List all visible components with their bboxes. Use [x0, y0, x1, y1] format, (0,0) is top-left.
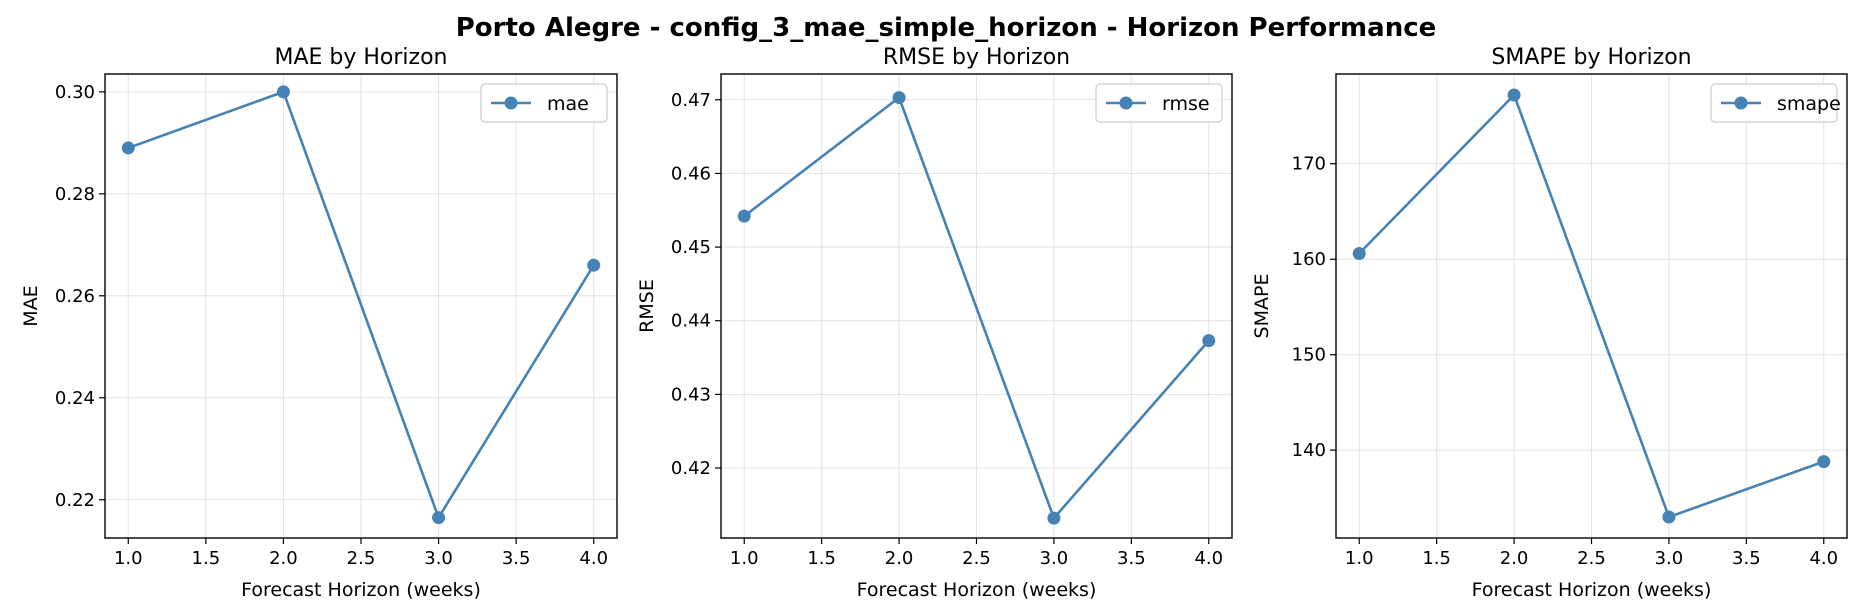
legend-box: [1095, 83, 1223, 123]
y-axis-label: SMAPE: [1251, 274, 1273, 339]
y-axis-label: RMSE: [636, 279, 658, 333]
x-tick-label: 3.0: [1655, 548, 1684, 569]
y-tick-label: 0.46: [671, 163, 711, 184]
x-tick-label: 2.5: [962, 548, 991, 569]
panel-title: SMAPE by Horizon: [1491, 45, 1691, 70]
axes-frame: [720, 73, 1233, 539]
y-tick-label: 0.22: [55, 490, 95, 511]
series-line-smape: [1358, 93, 1825, 519]
y-tick-label: 0.43: [671, 384, 711, 405]
figure-title: Porto Alegre - config_3_mae_simple_horiz…: [456, 13, 1437, 43]
x-tick-label: 4.0: [1194, 548, 1223, 569]
axes-frame: [104, 73, 618, 539]
x-tick-label: 2.0: [1500, 548, 1529, 569]
x-tick-label: 3.0: [424, 548, 453, 569]
data-point: [121, 141, 135, 155]
data-point: [737, 209, 751, 223]
panels: 1.0 1.5 2.0 2.5 3.0 3.5 4.0 0.22 0.24 0.26 0.28 0.3…: [20, 45, 1848, 601]
legend-label: smape: [1777, 93, 1841, 115]
legend-marker: [504, 96, 518, 110]
axes-frame: [1335, 73, 1848, 539]
data-point: [1202, 334, 1216, 348]
y-tick-label: 0.44: [671, 311, 711, 332]
y-tick-label: 0.24: [55, 388, 95, 409]
x-tick-label: 3.5: [1117, 548, 1146, 569]
y-tick-label: 0.26: [55, 286, 95, 307]
x-tick-label: 1.0: [1345, 548, 1374, 569]
legend-marker: [1734, 96, 1748, 110]
x-tick-label: 2.0: [885, 548, 914, 569]
y-tick-label: 140: [1292, 440, 1326, 461]
x-tick-label: 3.5: [502, 548, 531, 569]
x-tick-label: 3.0: [1040, 548, 1069, 569]
data-point: [1662, 510, 1676, 524]
legend-label: rmse: [1162, 93, 1210, 115]
x-tick-label: 1.5: [192, 548, 221, 569]
series-line-mae: [127, 90, 595, 519]
y-tick-label: 170: [1292, 154, 1326, 175]
x-tick-label: 4.0: [1809, 548, 1838, 569]
x-tick-label: 2.5: [347, 548, 376, 569]
x-tick-label: 4.0: [579, 548, 608, 569]
x-tick-label: 1.0: [730, 548, 759, 569]
x-tick-label: 2.0: [269, 548, 298, 569]
data-point: [276, 85, 290, 99]
data-point: [892, 91, 906, 105]
x-tick-label: 1.5: [807, 548, 836, 569]
x-tick-label: 3.5: [1732, 548, 1761, 569]
y-tick-label: 0.28: [55, 184, 95, 205]
y-tick-label: 0.47: [671, 90, 711, 111]
data-point: [432, 511, 446, 525]
panel-title: RMSE by Horizon: [883, 45, 1070, 70]
panel-2: 1.0 1.5 2.0 2.5 3.0 3.5 4.0 0.42 0.43 0.44 0.45 0.4…: [636, 45, 1233, 601]
legend: rmse: [1095, 83, 1223, 123]
y-tick-label: 150: [1292, 345, 1326, 366]
x-axis-label: Forecast Horizon (weeks): [241, 579, 481, 601]
x-tick-label: 2.5: [1577, 548, 1606, 569]
panel-1: 1.0 1.5 2.0 2.5 3.0 3.5 4.0 0.22 0.24 0.26 0.28 0.3…: [20, 45, 618, 601]
x-axis-label: Forecast Horizon (weeks): [1472, 579, 1712, 601]
legend-box: [480, 83, 608, 123]
legend-marker: [1119, 96, 1133, 110]
series-line-rmse: [743, 96, 1210, 520]
panel-title: MAE by Horizon: [274, 45, 447, 70]
legend: smape: [1710, 83, 1841, 123]
legend: mae: [480, 83, 608, 123]
y-tick-label: 0.30: [55, 82, 95, 103]
data-point: [1507, 88, 1521, 102]
y-axis-label: MAE: [20, 285, 42, 326]
legend-box: [1710, 83, 1838, 123]
data-point: [587, 258, 601, 272]
data-point: [1047, 511, 1061, 525]
data-point: [1352, 246, 1366, 260]
y-tick-label: 0.45: [671, 237, 711, 258]
x-tick-label: 1.0: [114, 548, 143, 569]
panel-3: 1.0 1.5 2.0 2.5 3.0 3.5 4.0 140 150 160 170 SMAPE b…: [1251, 45, 1848, 601]
legend-label: mae: [547, 93, 589, 115]
x-tick-label: 1.5: [1422, 548, 1451, 569]
y-tick-label: 0.42: [671, 458, 711, 479]
data-point: [1817, 455, 1831, 469]
y-tick-label: 160: [1292, 249, 1326, 270]
x-axis-label: Forecast Horizon (weeks): [857, 579, 1097, 601]
